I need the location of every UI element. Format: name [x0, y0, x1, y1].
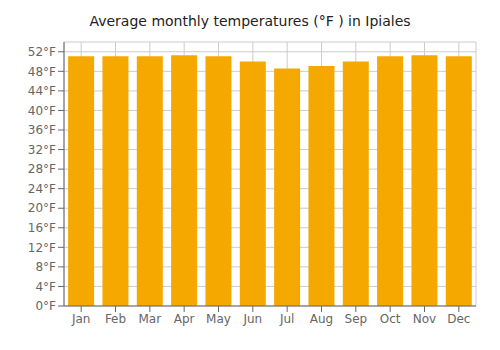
- svg-text:48°F: 48°F: [28, 65, 56, 79]
- svg-text:12°F: 12°F: [28, 241, 56, 255]
- svg-text:36°F: 36°F: [28, 123, 56, 137]
- svg-text:Jan: Jan: [71, 312, 91, 326]
- svg-text:Oct: Oct: [380, 312, 401, 326]
- svg-text:Dec: Dec: [447, 312, 470, 326]
- svg-text:44°F: 44°F: [28, 84, 56, 98]
- svg-text:Nov: Nov: [413, 312, 436, 326]
- svg-text:40°F: 40°F: [28, 104, 56, 118]
- svg-text:Sep: Sep: [345, 312, 368, 326]
- svg-text:May: May: [206, 312, 231, 326]
- svg-text:Feb: Feb: [105, 312, 126, 326]
- html-text:Average monthly temperatures (: Average monthly temperatures (°F ) in Ip…: [89, 13, 411, 29]
- svg-text:Mar: Mar: [139, 312, 162, 326]
- svg-text:0°F: 0°F: [35, 299, 56, 313]
- svg-text:Aug: Aug: [310, 312, 333, 326]
- svg-text:Jun: Jun: [242, 312, 262, 326]
- svg-text:16°F: 16°F: [28, 221, 56, 235]
- svg-text:24°F: 24°F: [28, 182, 56, 196]
- svg-text:32°F: 32°F: [28, 143, 56, 157]
- svg-text:4°F: 4°F: [35, 280, 56, 294]
- svg-text:52°F: 52°F: [28, 45, 56, 59]
- svg-text:8°F: 8°F: [35, 260, 56, 274]
- svg-text:20°F: 20°F: [28, 201, 56, 215]
- svg-text:Jul: Jul: [279, 312, 294, 326]
- svg-text:Apr: Apr: [174, 312, 195, 326]
- svg-text:28°F: 28°F: [28, 162, 56, 176]
